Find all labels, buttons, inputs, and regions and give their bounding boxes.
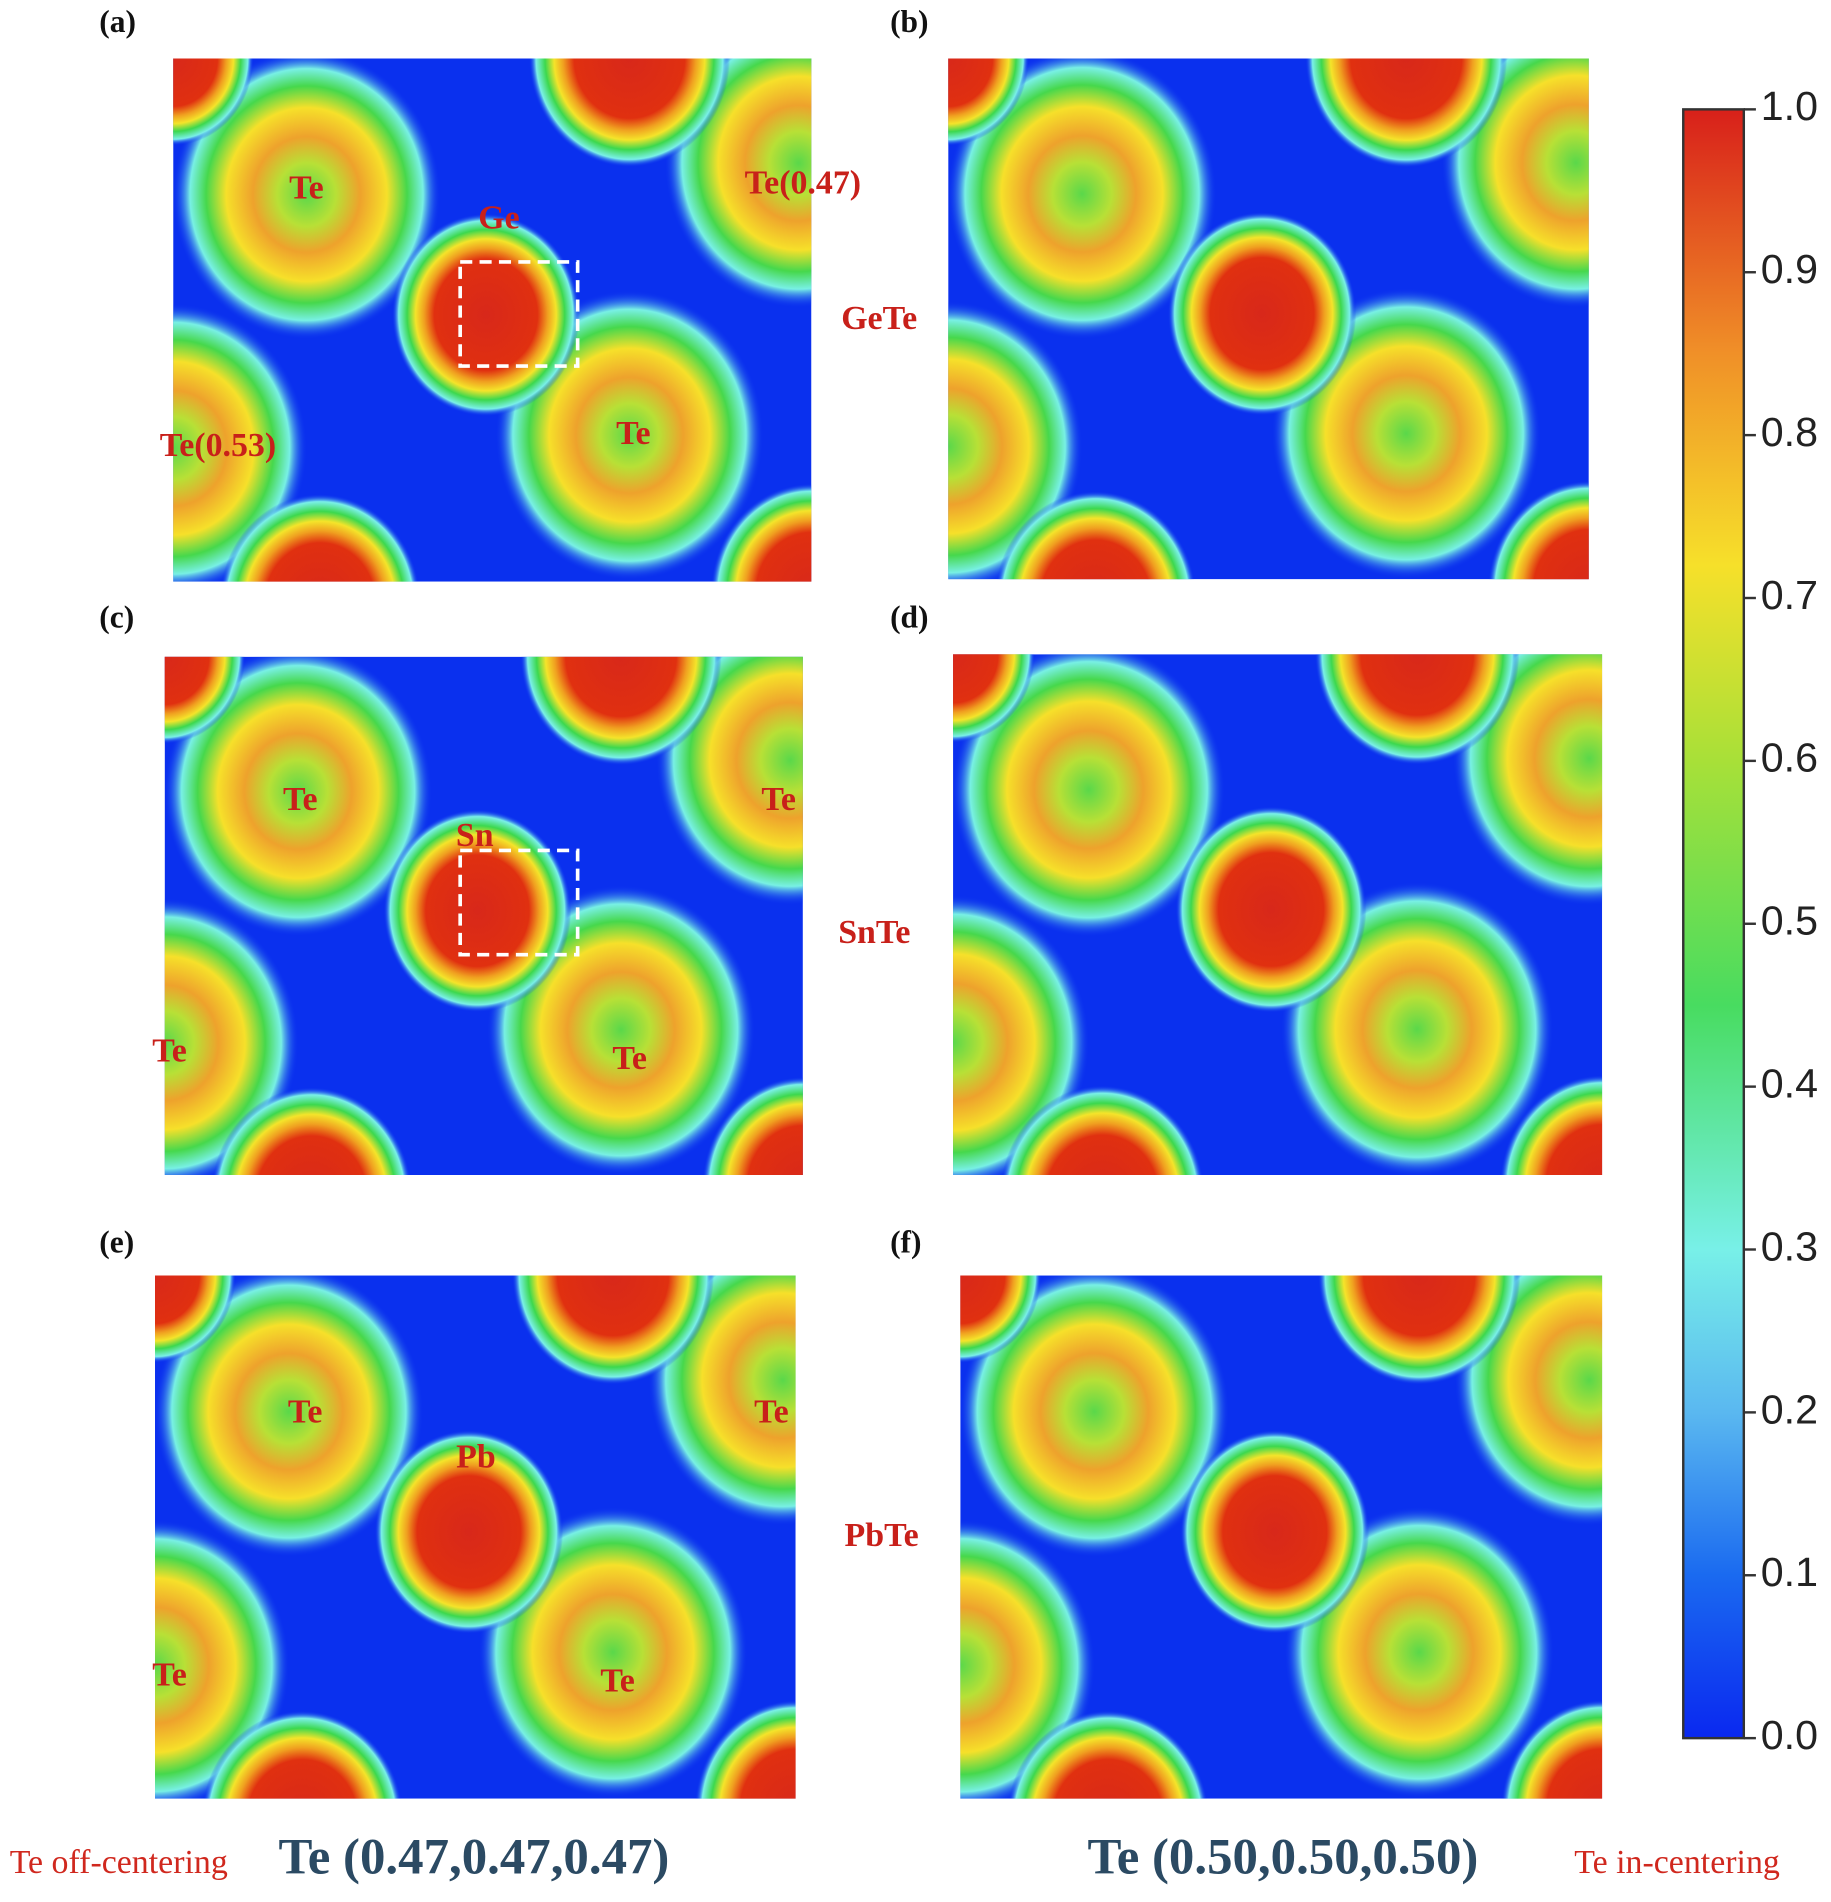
atom-density [173,58,441,340]
atom-label: Te [152,1033,187,1070]
atom-density [948,58,1217,340]
atom-density [960,1275,1042,1363]
caption: Te (0.50,0.50,0.50) [1087,1829,1478,1885]
atom-density [1001,1085,1203,1176]
panel-label: (a) [99,4,136,39]
panel-label: (d) [890,600,928,635]
colorbar-tick-label: 0.4 [1761,1061,1818,1107]
atom-density [520,656,722,766]
atom-density [528,58,730,168]
atom-density [960,1275,1230,1558]
atom-density [212,1087,411,1176]
colorbar-tick-label: 0.6 [1761,735,1818,781]
atom-density [1305,58,1508,168]
colorbar-tick-label: 0.7 [1761,572,1818,618]
atom-density [1500,1075,1603,1176]
atom-density [953,654,1035,743]
atom-label: Ge [478,200,519,237]
atom-density [711,483,812,582]
atom-density [155,1275,236,1363]
atom-density [164,656,246,744]
atom-density [155,1275,424,1557]
atom-label: Te(0.47) [745,164,861,201]
atom-density [1318,1275,1521,1385]
atom-density [695,1700,796,1799]
atom-density [383,809,572,1013]
caption-note: Te off-centering [10,1844,228,1881]
colorbar-tick-label: 0.3 [1761,1223,1818,1269]
atom-density [392,213,580,417]
colorbar-tick-label: 0.8 [1761,409,1818,455]
colorbar-tick-label: 0.5 [1761,898,1818,944]
atom-density [702,1076,803,1176]
atom-density [173,58,254,146]
panel-label: (c) [99,600,134,635]
atom-label: Te [289,169,324,206]
atom-density [1314,654,1520,765]
atom-density [374,1430,564,1634]
atom-density [1167,211,1357,416]
atom-label: Sn [456,817,494,854]
atom-label: Te [754,1394,789,1431]
atom-density [953,654,1225,937]
highlight-box [458,260,580,368]
atom-label: Te [616,415,651,452]
colorbar-tick-label: 0.2 [1761,1386,1818,1432]
compound-label: PbTe [845,1517,919,1554]
compound-label: GeTe [841,300,917,337]
atom-density [1008,1710,1208,1799]
colorbar-tick-label: 1.0 [1761,83,1818,129]
colorbar-tick-label: 0.9 [1761,246,1818,292]
atom-density [1180,1429,1370,1634]
compound-label: SnTe [838,914,910,951]
highlight-box [458,848,580,957]
atom-label: Pb [456,1438,496,1475]
elf-panel [164,656,803,1176]
atom-density [996,491,1195,580]
panel-label: (b) [890,4,928,39]
atom-label: Te [288,1394,323,1431]
elf-panel [173,58,812,582]
caption: Te (0.47,0.47,0.47) [279,1829,670,1885]
atom-label: Te [152,1656,187,1693]
atom-label: Te [761,781,796,818]
colorbar-tick-label: 0.0 [1761,1712,1818,1758]
atom-label: Te [612,1040,647,1077]
atom-label: Te [600,1662,635,1699]
atom-density [1488,480,1589,580]
atom-label: Te [283,781,318,818]
elf-panel [953,654,1603,1176]
panel-label: (f) [890,1224,921,1259]
elf-panel [960,1275,1603,1799]
atom-label: Te(0.53) [160,427,276,464]
atom-density [1501,1700,1603,1799]
elf-panel [155,1275,796,1799]
atom-density [203,1710,402,1799]
elf-panel [948,58,1589,580]
atom-density [512,1275,714,1385]
caption-note: Te in-centering [1574,1844,1780,1881]
atom-density [221,494,419,582]
elf-maps [155,58,1603,1799]
atom-density [948,58,1029,146]
atom-density [164,656,433,937]
colorbar-tick-label: 0.1 [1761,1549,1818,1595]
atom-density [1175,806,1367,1013]
panel-label: (e) [99,1224,134,1259]
colorbar [1682,108,1746,1740]
